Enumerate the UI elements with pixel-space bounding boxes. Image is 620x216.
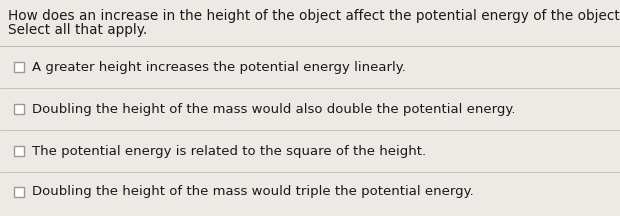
Bar	[14, 104, 24, 114]
Text: The potential energy is related to the square of the height.: The potential energy is related to the s…	[32, 145, 426, 157]
Text: Select all that apply.: Select all that apply.	[8, 23, 148, 37]
Text: Doubling the height of the mass would also double the potential energy.: Doubling the height of the mass would al…	[32, 103, 515, 116]
Bar	[14, 187, 24, 197]
Bar	[14, 62, 24, 72]
Bar	[14, 146, 24, 156]
Text: Doubling the height of the mass would triple the potential energy.: Doubling the height of the mass would tr…	[32, 186, 474, 199]
Text: How does an increase in the height of the object affect the potential energy of : How does an increase in the height of th…	[8, 9, 620, 23]
Text: A greater height increases the potential energy linearly.: A greater height increases the potential…	[32, 60, 406, 73]
